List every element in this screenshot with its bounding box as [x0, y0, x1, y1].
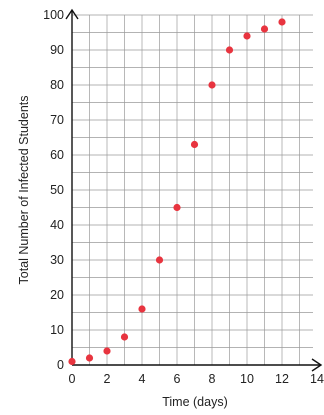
y-tick-label: 60: [50, 148, 64, 162]
y-tick-label: 70: [50, 113, 64, 127]
y-tick-label: 100: [43, 8, 64, 22]
data-point: [68, 357, 76, 366]
x-tick-label: 14: [310, 372, 324, 386]
data-point: [260, 25, 269, 33]
x-tick-label: 0: [69, 372, 76, 386]
data-point: [173, 203, 181, 212]
data-point: [138, 305, 146, 313]
y-tick-label: 10: [50, 323, 64, 337]
x-axis-arrow: [311, 358, 323, 372]
x-tick-label: 10: [240, 372, 254, 386]
axes: [65, 8, 323, 372]
x-tick-label: 2: [104, 372, 111, 386]
grid: [72, 14, 313, 365]
data-point: [243, 32, 251, 40]
x-tick-label: 4: [139, 372, 146, 386]
y-axis-label: Total Number of Infected Students: [17, 96, 31, 285]
x-tick-label: 12: [275, 372, 289, 386]
y-tick-label: 0: [57, 358, 64, 372]
data-point: [155, 256, 164, 264]
y-tick-labels: 0 10 20 30 40 50 60 70 80 90 100: [43, 8, 64, 372]
data-point: [278, 18, 286, 26]
y-tick-label: 30: [50, 253, 64, 267]
y-tick-label: 40: [50, 218, 64, 232]
x-tick-labels: 0 2 4 6 8 10 12 14: [69, 372, 324, 386]
y-axis-arrow: [65, 8, 79, 20]
x-axis-label: Time (days): [162, 395, 228, 409]
y-tick-label: 90: [50, 43, 64, 57]
data-point: [85, 354, 94, 362]
data-point: [190, 140, 199, 149]
y-tick-label: 80: [50, 78, 64, 92]
data-points: [68, 18, 286, 366]
data-point: [120, 333, 129, 341]
x-tick-label: 6: [174, 372, 181, 386]
y-tick-label: 50: [50, 183, 64, 197]
data-point: [208, 81, 216, 89]
data-point: [225, 46, 234, 54]
x-tick-label: 8: [209, 372, 216, 386]
data-point: [103, 347, 111, 355]
y-tick-label: 20: [50, 288, 64, 302]
